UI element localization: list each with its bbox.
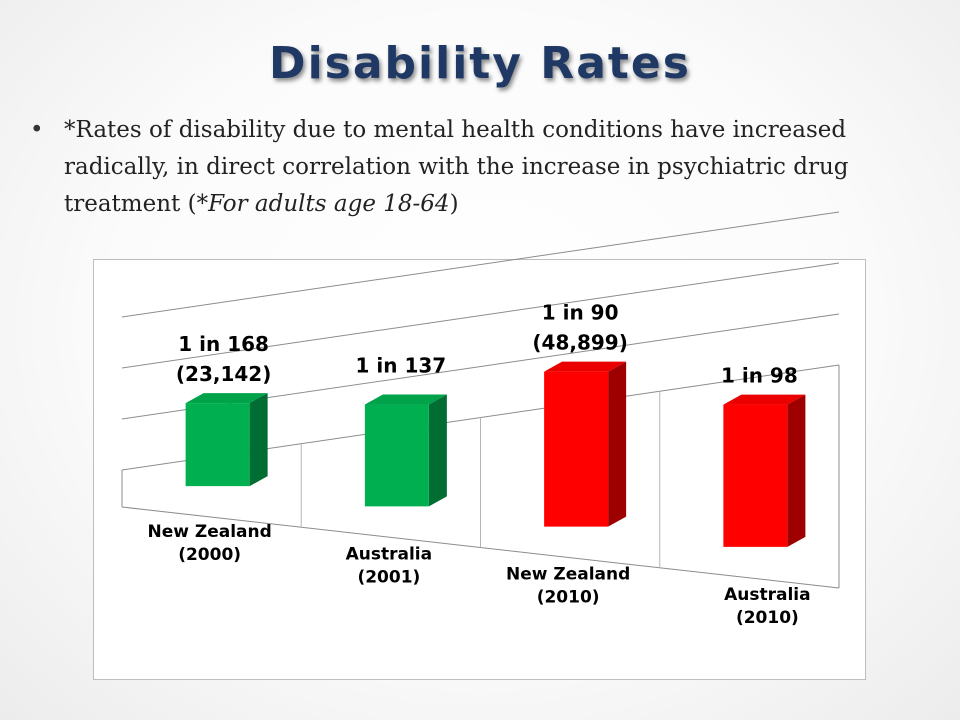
data-label: 1 in 168: [178, 332, 269, 356]
bar-top: [544, 361, 627, 372]
bar-top: [185, 393, 268, 404]
bar: [544, 371, 609, 527]
category-label: Australia: [346, 544, 433, 564]
category-label: (2010): [736, 608, 799, 628]
category-label: New Zealand: [506, 565, 630, 585]
gridline: [121, 211, 840, 318]
bullet-text-main: *Rates of disability due to mental healt…: [64, 117, 849, 217]
gridline: [121, 262, 840, 369]
category-label: (2000): [178, 545, 241, 565]
category-label: New Zealand: [147, 522, 271, 542]
bar-side: [428, 394, 447, 507]
data-label: 1 in 90: [542, 301, 619, 325]
bar-top: [723, 394, 806, 405]
bar: [185, 403, 250, 487]
bar-side: [787, 394, 806, 547]
bar-top: [364, 394, 447, 405]
bar-side: [249, 393, 268, 487]
category-label: (2010): [537, 588, 600, 608]
data-label: (23,142): [176, 362, 271, 386]
data-label: (48,899): [532, 331, 627, 355]
bar: [723, 404, 788, 547]
bullet-text-italic: *For adults age 18-64: [196, 191, 450, 217]
bullet-paragraph: • *Rates of disability due to mental hea…: [30, 112, 910, 223]
bullet-text-end: ): [449, 191, 459, 217]
bar: [364, 404, 429, 507]
bullet-icon: •: [30, 117, 44, 143]
category-label: (2001): [357, 567, 420, 587]
slide-title: Disability Rates: [269, 38, 691, 89]
bar-side: [608, 361, 627, 527]
data-label: 1 in 98: [721, 364, 798, 388]
data-label: 1 in 137: [356, 354, 447, 378]
bullet-text: *Rates of disability due to mental healt…: [64, 112, 910, 223]
category-label: Australia: [724, 585, 811, 605]
